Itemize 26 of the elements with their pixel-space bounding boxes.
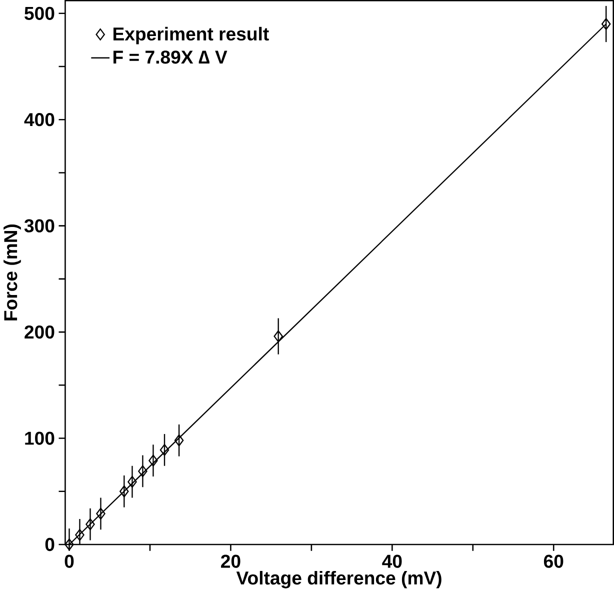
y-tick-label: 500 xyxy=(24,6,54,20)
point xyxy=(75,528,84,541)
x-tick-label: 40 xyxy=(382,554,402,568)
point xyxy=(86,518,95,530)
point xyxy=(274,330,283,342)
y-tick-label: 300 xyxy=(24,219,54,232)
x-tick-label: 20 xyxy=(221,554,240,568)
y-tick-label: 200 xyxy=(24,326,54,339)
point xyxy=(128,476,137,488)
y-axis-title: Force (mN) xyxy=(4,224,21,320)
y-tick-label: 100 xyxy=(25,432,54,445)
point xyxy=(174,434,184,446)
y-tick-label: 400 xyxy=(24,113,54,126)
x-axis-title: Voltage difference (mV) xyxy=(236,570,442,588)
x-tick-label: 0 xyxy=(64,554,74,568)
legend-label: F = 7.89X ∆ V xyxy=(114,50,228,64)
y-tick-label: 0 xyxy=(45,538,54,552)
point xyxy=(138,465,148,478)
legend-label: Experiment result xyxy=(114,26,269,44)
point xyxy=(120,485,129,498)
point xyxy=(96,508,106,520)
point xyxy=(601,18,611,30)
x-tick-label: 60 xyxy=(544,554,564,568)
point xyxy=(64,538,74,550)
point xyxy=(160,444,170,456)
point xyxy=(148,454,158,467)
